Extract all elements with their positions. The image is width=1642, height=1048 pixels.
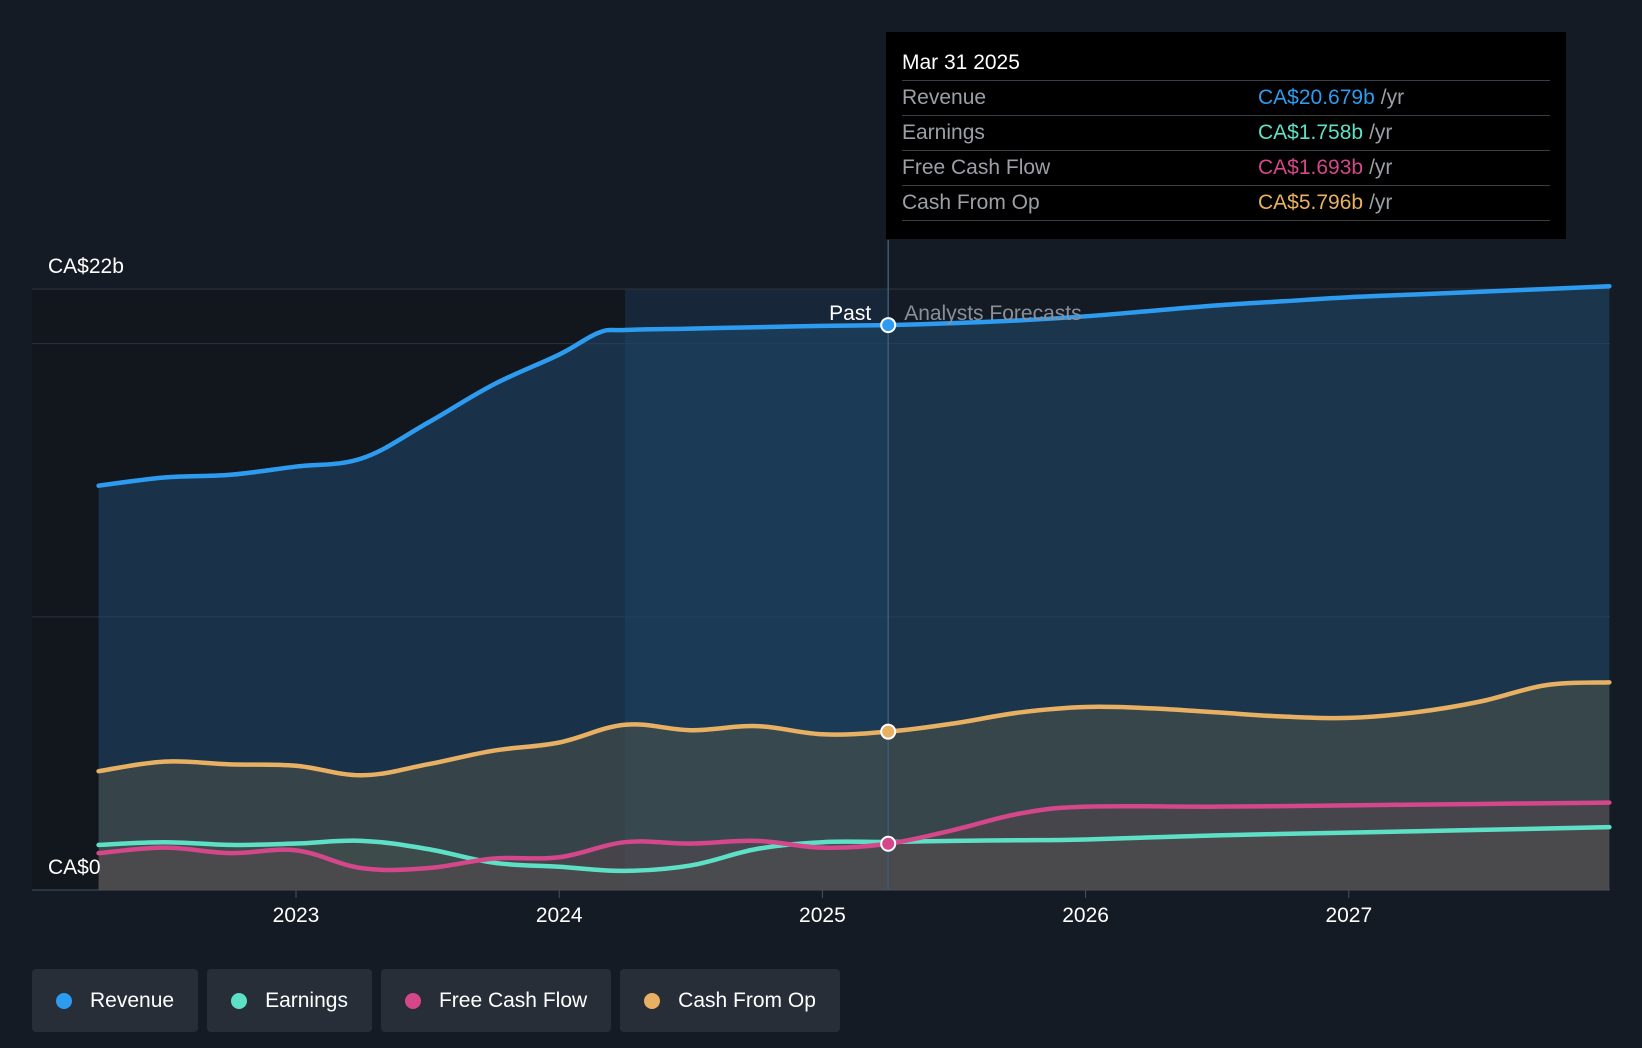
tooltip-value: CA$1.693b [1258,156,1364,179]
legend-dot-icon [231,992,248,1009]
legend-dot-icon [56,992,72,1009]
line-revenue [96,284,1612,488]
legend-label: Revenue [90,988,175,1012]
x-tick-label: 2023 [273,904,320,927]
tooltip-row-earnings: Earnings CA$1.758b /yr [902,116,1550,151]
tooltip-row-revenue: Revenue CA$20.679b /yr [902,81,1550,116]
x-tick-label: 2025 [799,904,846,927]
tooltip-unit: /yr [1380,86,1405,109]
y-axis-bottom-label: CA$0 [48,856,101,879]
tooltip: Mar 31 2025 Revenue CA$20.679b /yr Earni… [886,32,1566,239]
tooltip-row-free-cash-flow: Free Cash Flow CA$1.693b /yr [902,151,1550,186]
area-cash-from-op [98,682,1610,890]
marker-cash-from-op [880,723,897,740]
tooltip-value: CA$1.758b [1258,121,1364,144]
x-tick-label: 2027 [1325,904,1372,927]
past-label: Past [829,302,871,325]
legend: Revenue Earnings Free Cash Flow Cash Fro… [32,969,840,1032]
legend-label: Cash From Op [678,988,816,1012]
legend-item-revenue[interactable]: Revenue [32,969,199,1032]
legend-dot-icon [644,992,661,1009]
tooltip-value: CA$20.679b [1258,86,1375,109]
line-earnings [96,824,1612,874]
marker-revenue [880,317,897,334]
tooltip-label: Free Cash Flow [902,156,1051,179]
tooltip-label: Cash From Op [902,191,1040,214]
tooltip-label: Revenue [902,86,987,109]
legend-item-cash-from-op[interactable]: Cash From Op [620,969,840,1032]
line-cash-from-op [96,680,1612,778]
y-axis-top-label: CA$22b [48,255,124,278]
legend-label: Earnings [265,988,348,1012]
legend-dot-icon [404,992,421,1009]
marker-free-cash-flow [880,835,897,852]
area-revenue [98,286,1610,890]
legend-item-free-cash-flow[interactable]: Free Cash Flow [380,969,612,1032]
x-tick-label: 2024 [536,904,583,927]
line-free-cash-flow [96,800,1612,873]
legend-label: Free Cash Flow [438,988,588,1012]
tooltip-unit: /yr [1369,121,1393,144]
forecast-label: Analysts Forecasts [904,302,1081,325]
legend-item-earnings[interactable]: Earnings [207,969,372,1032]
tooltip-unit: /yr [1369,156,1393,179]
tooltip-row-cash-from-op: Cash From Op CA$5.796b /yr [902,186,1550,221]
area-free-cash-flow [98,802,1610,890]
area-earnings [98,827,1610,890]
tooltip-unit: /yr [1369,191,1393,214]
tooltip-value: CA$5.796b [1258,191,1364,214]
x-tick-label: 2026 [1062,904,1109,927]
tooltip-label: Earnings [902,121,985,144]
tooltip-date: Mar 31 2025 [902,46,1550,81]
